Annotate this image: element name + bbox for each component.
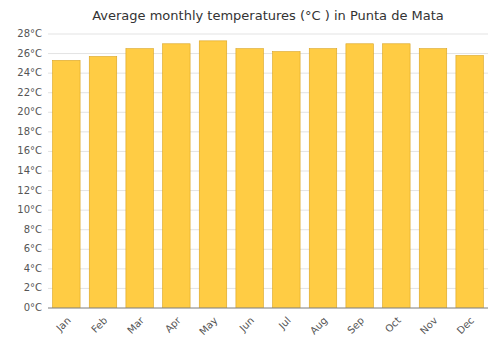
y-axis: 0°C 2°C 4°C 6°C 8°C 10°C 12°C 14°C 16°C 18°C 20°C 2… (17, 28, 42, 313)
x-tick-label: Jul (276, 315, 293, 332)
bar (199, 41, 227, 308)
y-tick-label: 2°C (24, 282, 42, 293)
grid (48, 34, 488, 308)
bar (163, 44, 191, 308)
y-tick-label: 20°C (17, 106, 42, 117)
bar (273, 52, 301, 308)
y-tick-label: 12°C (17, 185, 42, 196)
x-tick-label: Oct (383, 315, 403, 335)
y-tick-label: 26°C (17, 48, 42, 59)
x-tick-label: Jun (237, 315, 257, 335)
bar (346, 44, 374, 308)
y-tick-label: 16°C (17, 145, 42, 156)
grid-line (48, 34, 488, 35)
x-tick-label: Feb (89, 315, 109, 335)
y-tick-label: 4°C (24, 263, 42, 274)
y-tick-label: 10°C (17, 204, 42, 215)
bar (89, 57, 117, 308)
y-tick-label: 14°C (17, 165, 42, 176)
x-tick-label: Jan (53, 315, 72, 334)
x-axis-line (48, 308, 488, 309)
bar (126, 49, 153, 308)
y-tick-label: 22°C (17, 87, 42, 98)
bar (456, 56, 484, 308)
y-tick-label: 8°C (24, 224, 42, 235)
y-tick-label: 24°C (17, 67, 42, 78)
x-tick-label: Nov (418, 315, 440, 337)
y-tick-label: 18°C (17, 126, 42, 137)
x-tick-label: Mar (125, 314, 147, 336)
bar (236, 49, 264, 308)
y-tick-label: 0°C (24, 302, 42, 313)
y-tick-label: 6°C (24, 243, 42, 254)
y-tick-label: 28°C (17, 28, 42, 39)
bar (419, 49, 447, 308)
bar (53, 60, 80, 308)
x-axis: Jan Feb Mar Apr May Jun Jul Aug Sep Oct Nov Dec (53, 314, 476, 337)
bar (383, 44, 411, 308)
bars (53, 41, 484, 308)
bar (309, 49, 337, 308)
x-tick-label: Sep (345, 315, 366, 336)
x-tick-label: Apr (163, 314, 184, 335)
chart: 0°C 2°C 4°C 6°C 8°C 10°C 12°C 14°C 16°C 18°C 20°C 2… (0, 0, 500, 350)
x-tick-label: Dec (455, 315, 476, 336)
grid-line (48, 308, 488, 309)
x-tick-label: May (197, 315, 219, 337)
x-tick-label: Aug (308, 315, 330, 337)
title: Average monthly temperatures (°C ) in Pu… (92, 8, 444, 23)
